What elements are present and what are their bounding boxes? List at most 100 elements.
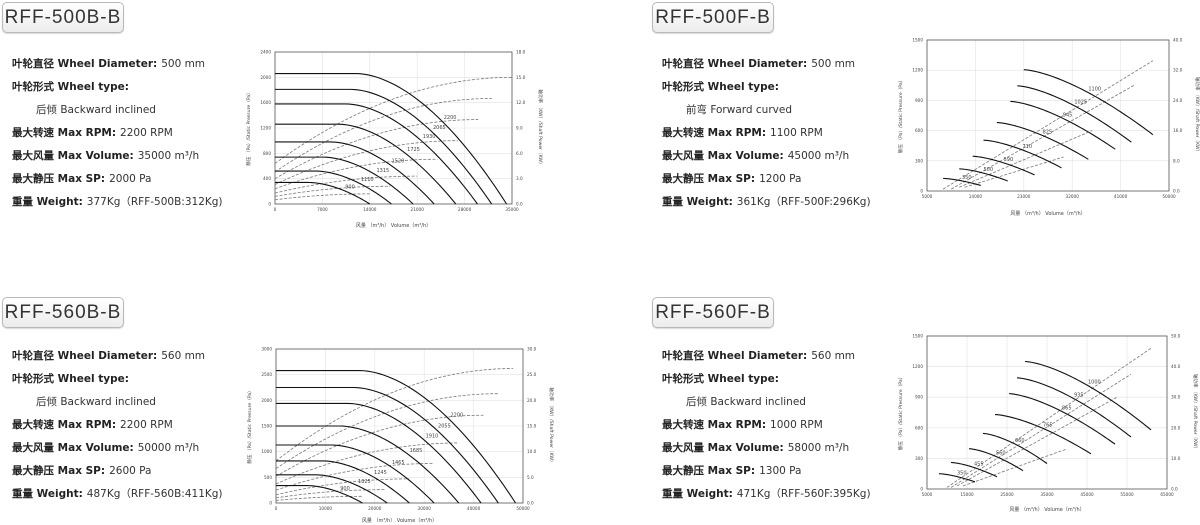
rpm-label: 1910: [426, 434, 439, 440]
y-tick-label: 0: [920, 189, 923, 194]
spec-row: 后倾 Backward inclined: [12, 391, 223, 414]
spec-value: 500 mm: [811, 58, 856, 70]
y2-tick-label: 30.0: [1171, 395, 1181, 400]
x-tick-label: 0: [274, 207, 277, 212]
spec-value: 1100 RPM: [770, 127, 823, 139]
static-pressure-curve: [276, 402, 482, 504]
spec-value: 377Kg（RFF-500B:312Kg): [86, 196, 223, 208]
fan-performance-chart-rff-500f-b: 5000 14000 23000 32000 41000 50000 0 300 600 900 1…: [897, 38, 1200, 218]
rpm-label: 1315: [376, 168, 389, 174]
y2-axis-title: 轴功率 （KW）/Shaft Power（KW）: [537, 89, 544, 166]
model-title: RFF-560B-B: [2, 297, 124, 328]
spec-label: 最大静压 Max SP:: [12, 465, 106, 477]
spec-list: 叶轮直径 Wheel Diameter: 500 mm 叶轮形式 Wheel typ…: [12, 53, 223, 214]
static-pressure-curve: [1016, 377, 1132, 438]
x-tick-label: 45000: [1080, 492, 1094, 497]
static-pressure-curve: [275, 170, 392, 205]
spec-row: 最大静压 Max SP: 2600 Pa: [12, 460, 223, 483]
y2-axis-title: 轴功率 （KW）/Shaft Power（KW）: [548, 387, 555, 464]
static-pressure-curve: [276, 485, 363, 504]
static-pressure-curve: [275, 123, 457, 205]
y2-tick-label: 3.0: [516, 176, 523, 181]
spec-row: 最大转速 Max RPM: 2200 RPM: [12, 122, 223, 145]
spec-label: 最大风量 Max Volume:: [662, 150, 784, 162]
fan-performance-chart-rff-560b-b: 0 10000 20000 30000 40000 50000 0 500 1000 1500 20…: [246, 347, 555, 525]
y2-axis-title: 轴功率 （KW）/Shaft Power（KW）: [1194, 77, 1200, 154]
shaft-power-curve: [275, 495, 363, 501]
y-tick-label: 500: [264, 475, 272, 480]
spec-value: 1200 Pa: [759, 173, 802, 185]
spec-label: 最大转速 Max RPM:: [12, 127, 117, 139]
y-tick-label: 1000: [261, 449, 272, 454]
spec-value: 1000 RPM: [770, 419, 823, 431]
y2-tick-label: 0.0: [516, 202, 523, 207]
rpm-label: 900: [340, 486, 350, 492]
y-tick-label: 600: [915, 425, 923, 430]
shaft-power-curve: [275, 393, 499, 469]
rpm-label: 945: [1063, 112, 1073, 118]
spec-label: 最大转速 Max RPM:: [662, 127, 767, 139]
y2-tick-label: 10.0: [1171, 456, 1181, 461]
spec-row: 叶轮直径 Wheel Diameter: 560 mm: [662, 345, 871, 368]
spec-row: 最大风量 Max Volume: 50000 m³/h: [12, 437, 223, 460]
x-tick-label: 25000: [1000, 492, 1014, 497]
rpm-label: 2200: [451, 413, 464, 419]
x-axis-title: 风量 （m³/h） Volume（m³/h）: [1009, 506, 1084, 513]
plot-frame: [926, 335, 1168, 490]
rpm-label: 660: [1015, 438, 1025, 444]
spec-value: 471Kg（RFF-560F:395Kg): [736, 488, 871, 500]
shaft-power-curve: [959, 130, 1093, 188]
spec-row: 后倾 Backward inclined: [662, 391, 871, 414]
rpm-label: 2065: [433, 125, 446, 131]
y-tick-label: 2400: [260, 50, 271, 55]
x-tick-label: 14000: [363, 207, 377, 212]
shaft-power-curve: [275, 478, 410, 496]
model-title: RFF-560F-B: [652, 297, 774, 328]
spec-label: 叶轮形式 Wheel type:: [12, 373, 129, 385]
spec-value: 58000 m³/h: [787, 442, 850, 454]
rpm-label: 1110: [361, 177, 374, 183]
y-tick-label: 1500: [261, 424, 272, 429]
y2-tick-label: 10.0: [527, 449, 537, 454]
spec-value: 1300 Pa: [759, 465, 802, 477]
y-tick-label: 900: [915, 395, 923, 400]
static-pressure-curve: [1023, 69, 1154, 136]
spec-label: 叶轮直径 Wheel Diameter:: [12, 350, 158, 362]
x-tick-label: 41000: [1114, 194, 1128, 199]
rpm-label: 865: [1062, 405, 1072, 411]
x-tick-label: 7000: [317, 207, 328, 212]
spec-row: 重量 Weight: 487Kg（RFF-560B:411Kg): [12, 483, 223, 506]
y-axis-title: 静压 （Pa）/Static Pressure（Pa）: [245, 90, 252, 166]
x-tick-label: 50000: [516, 506, 530, 511]
static-pressure-curve: [972, 155, 1035, 176]
spec-value: 前弯 Forward curved: [686, 104, 792, 116]
x-tick-label: 14000: [969, 194, 983, 199]
spec-label: 最大风量 Max Volume:: [662, 442, 784, 454]
spec-value: 35000 m³/h: [137, 150, 200, 162]
model-title: RFF-500B-B: [2, 2, 124, 33]
y2-tick-label: 0.0: [1173, 189, 1180, 194]
spec-label: 叶轮直径 Wheel Diameter:: [662, 58, 808, 70]
spec-row: 最大静压 Max SP: 1300 Pa: [662, 460, 871, 483]
y2-tick-label: 9.0: [516, 126, 523, 131]
shaft-power-curve: [951, 84, 1135, 190]
static-pressure-curve: [276, 425, 460, 504]
x-tick-label: 50000: [1162, 194, 1176, 199]
static-pressure-curve: [994, 413, 1092, 455]
y2-tick-label: 6.0: [516, 151, 523, 156]
y-tick-label: 2000: [261, 398, 272, 403]
rpm-label: 935: [1074, 393, 1084, 399]
spec-row: 重量 Weight: 471Kg（RFF-560F:395Kg): [662, 483, 871, 506]
y2-tick-label: 25.0: [527, 372, 537, 377]
x-tick-label: 15000: [960, 492, 974, 497]
spec-row: 叶轮直径 Wheel Diameter: 560 mm: [12, 345, 223, 368]
shaft-power-curve: [274, 193, 370, 201]
x-tick-label: 5000: [922, 492, 933, 497]
y-tick-label: 900: [915, 98, 923, 103]
spec-row: 最大风量 Max Volume: 45000 m³/h: [662, 145, 871, 168]
static-pressure-curve: [276, 370, 517, 504]
spec-value: 361Kg（RFF-500F:296Kg): [736, 196, 871, 208]
y2-tick-label: 5.0: [527, 475, 534, 480]
shaft-power-curve: [942, 60, 1154, 190]
spec-value: 500 mm: [161, 58, 206, 70]
